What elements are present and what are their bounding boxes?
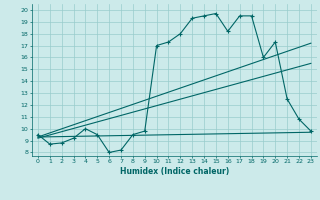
X-axis label: Humidex (Indice chaleur): Humidex (Indice chaleur)	[120, 167, 229, 176]
